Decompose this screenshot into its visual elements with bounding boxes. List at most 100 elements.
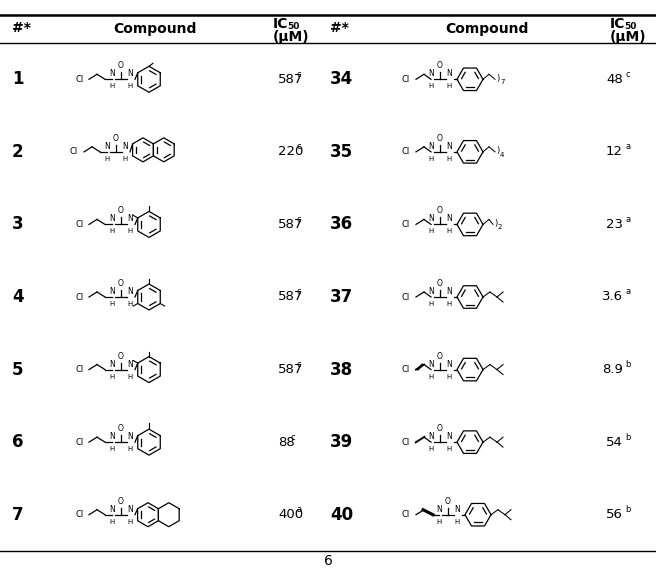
Text: Cl: Cl (75, 438, 83, 446)
Text: c: c (297, 142, 301, 151)
Text: 7: 7 (12, 506, 24, 524)
Text: ): ) (496, 146, 499, 155)
Text: 5: 5 (12, 360, 24, 379)
Text: Cl: Cl (75, 510, 83, 519)
Text: 35: 35 (330, 143, 353, 161)
Text: H: H (446, 156, 451, 162)
Text: Cl: Cl (75, 292, 83, 301)
Text: H: H (428, 374, 434, 379)
Text: 12: 12 (606, 146, 623, 158)
Text: N: N (109, 287, 115, 296)
Text: H: H (127, 229, 133, 234)
Text: O: O (118, 424, 124, 433)
Text: N: N (109, 214, 115, 223)
Text: a: a (625, 288, 630, 296)
Text: H: H (127, 83, 133, 89)
Text: N: N (127, 214, 133, 223)
Text: 50: 50 (287, 22, 299, 31)
Text: H: H (428, 446, 434, 452)
Text: N: N (127, 69, 133, 79)
Text: H: H (123, 156, 128, 162)
Text: N: N (446, 142, 452, 151)
Text: Compound: Compound (445, 22, 529, 36)
Text: 587: 587 (278, 218, 303, 231)
Text: ): ) (496, 74, 499, 83)
Text: 54: 54 (606, 435, 623, 449)
Text: N: N (428, 69, 434, 79)
Text: H: H (428, 301, 434, 307)
Text: O: O (118, 497, 124, 506)
Text: 220: 220 (278, 146, 303, 158)
Text: N: N (109, 432, 115, 441)
Text: O: O (118, 352, 124, 360)
Text: Cl: Cl (75, 365, 83, 374)
Text: 36: 36 (330, 215, 353, 233)
Text: N: N (127, 360, 133, 368)
Text: 39: 39 (330, 433, 353, 451)
Text: O: O (445, 497, 451, 506)
Text: ): ) (494, 219, 497, 228)
Text: c: c (625, 70, 630, 79)
Text: O: O (437, 134, 443, 143)
Text: H: H (127, 301, 133, 307)
Text: 56: 56 (606, 508, 623, 521)
Text: a: a (625, 215, 630, 224)
Text: 6: 6 (323, 554, 333, 568)
Text: H: H (127, 374, 133, 379)
Text: H: H (110, 446, 115, 452)
Text: c: c (297, 288, 301, 296)
Text: H: H (428, 229, 434, 234)
Text: N: N (428, 142, 434, 151)
Text: O: O (118, 279, 124, 288)
Text: 2: 2 (12, 143, 24, 161)
Text: N: N (454, 505, 460, 514)
Text: H: H (436, 519, 441, 525)
Text: 587: 587 (278, 363, 303, 376)
Text: H: H (110, 229, 115, 234)
Text: Cl: Cl (75, 220, 83, 229)
Text: c: c (291, 433, 295, 442)
Text: O: O (437, 206, 443, 215)
Text: 88: 88 (278, 435, 295, 449)
Text: H: H (127, 446, 133, 452)
Text: 4: 4 (500, 152, 504, 158)
Text: H: H (110, 374, 115, 379)
Text: Cl: Cl (70, 147, 78, 156)
Text: #*: #* (330, 22, 349, 36)
Text: 37: 37 (330, 288, 353, 306)
Text: Compound: Compound (113, 22, 197, 36)
Text: 6: 6 (12, 433, 24, 451)
Text: b: b (625, 505, 630, 514)
Text: H: H (127, 519, 133, 525)
Text: 2: 2 (498, 225, 502, 230)
Text: 3.6: 3.6 (602, 291, 623, 304)
Text: N: N (446, 214, 452, 223)
Text: N: N (109, 360, 115, 368)
Text: O: O (118, 206, 124, 215)
Text: O: O (437, 424, 443, 433)
Text: Cl: Cl (402, 365, 410, 374)
Text: 8.9: 8.9 (602, 363, 623, 376)
Text: Cl: Cl (402, 292, 410, 301)
Text: H: H (104, 156, 110, 162)
Text: N: N (428, 360, 434, 368)
Text: O: O (118, 61, 124, 70)
Text: H: H (428, 83, 434, 89)
Text: 7: 7 (500, 79, 504, 85)
Text: O: O (437, 352, 443, 360)
Text: b: b (625, 360, 630, 369)
Text: N: N (109, 69, 115, 79)
Text: O: O (437, 279, 443, 288)
Text: IC: IC (610, 17, 625, 30)
Text: 587: 587 (278, 73, 303, 86)
Text: N: N (127, 505, 133, 514)
Text: 50: 50 (624, 22, 636, 31)
Text: H: H (428, 156, 434, 162)
Text: Cl: Cl (402, 438, 410, 446)
Text: Cl: Cl (402, 220, 410, 229)
Text: N: N (428, 287, 434, 296)
Text: N: N (104, 142, 110, 151)
Text: H: H (110, 83, 115, 89)
Text: N: N (446, 69, 452, 79)
Text: N: N (446, 360, 452, 368)
